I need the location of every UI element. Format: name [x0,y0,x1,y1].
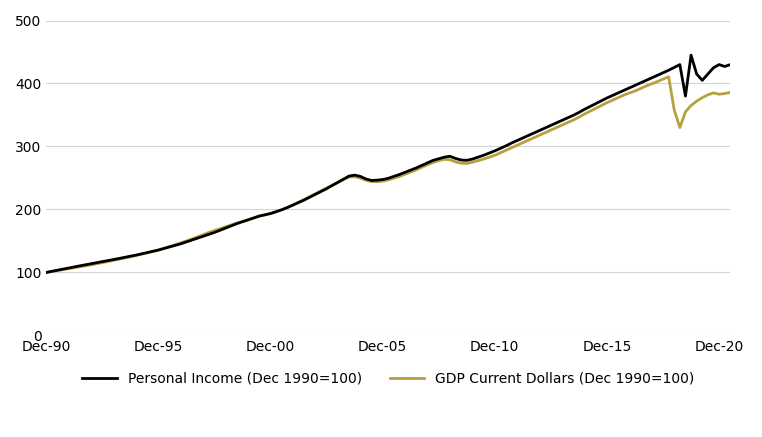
Legend: Personal Income (Dec 1990=100), GDP Current Dollars (Dec 1990=100): Personal Income (Dec 1990=100), GDP Curr… [76,366,700,392]
